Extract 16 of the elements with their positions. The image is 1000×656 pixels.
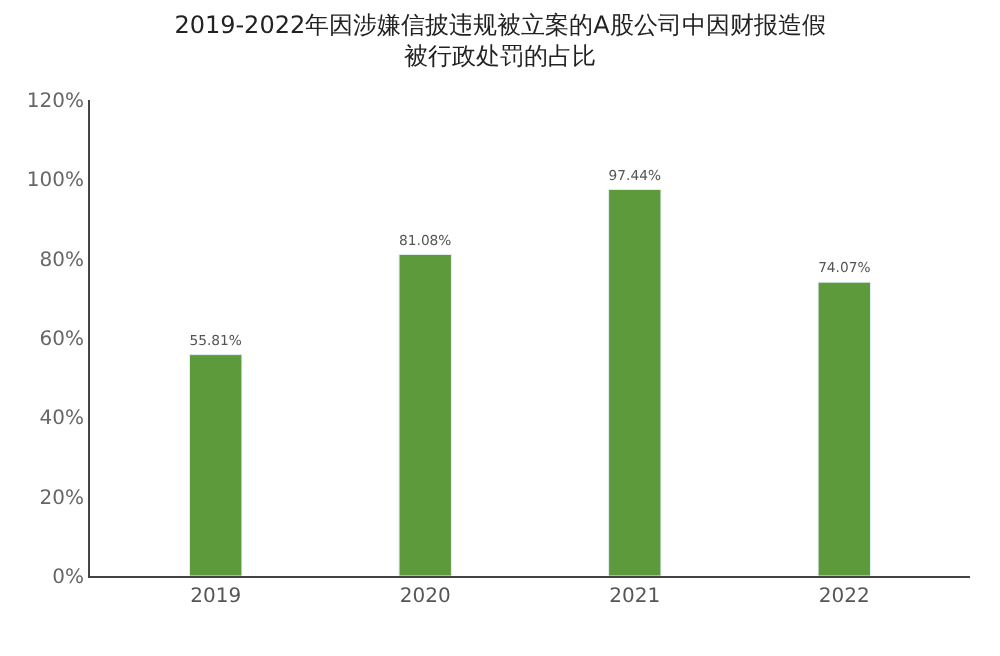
x-tick-label: 2021 xyxy=(609,586,661,608)
y-tick-label: 20% xyxy=(39,487,84,510)
bar xyxy=(608,188,662,576)
x-tick-label: 2019 xyxy=(190,586,242,608)
bar xyxy=(189,354,243,576)
bar xyxy=(398,253,452,576)
y-tick-label: 0% xyxy=(52,567,84,589)
x-tick-label: 2020 xyxy=(399,586,451,608)
y-tick-label: 120% xyxy=(26,91,84,113)
chart-title: 2019-2022年因涉嫌信披违规被立案的A股公司中因财报造假被行政处罚的占比 xyxy=(174,10,826,70)
y-tick-label: 80% xyxy=(39,249,84,272)
y-tick-label: 100% xyxy=(26,170,84,193)
bar xyxy=(817,281,871,576)
y-tick-label: 60% xyxy=(39,329,84,351)
y-tick-label: 40% xyxy=(39,408,84,431)
x-tick-label: 2022 xyxy=(818,586,870,608)
